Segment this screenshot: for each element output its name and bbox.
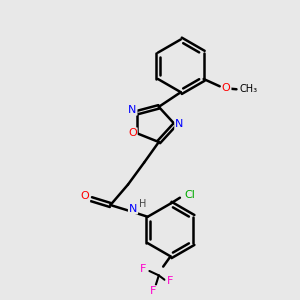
- Text: Cl: Cl: [184, 190, 195, 200]
- Text: N: N: [129, 204, 137, 214]
- Text: CH₃: CH₃: [239, 84, 257, 94]
- Text: F: F: [150, 286, 156, 296]
- Text: F: F: [167, 276, 173, 286]
- Text: O: O: [128, 128, 137, 138]
- Text: O: O: [222, 83, 231, 93]
- Text: O: O: [80, 191, 89, 201]
- Text: H: H: [139, 199, 146, 208]
- Text: N: N: [175, 119, 184, 129]
- Text: F: F: [140, 264, 146, 274]
- Text: N: N: [128, 105, 136, 115]
